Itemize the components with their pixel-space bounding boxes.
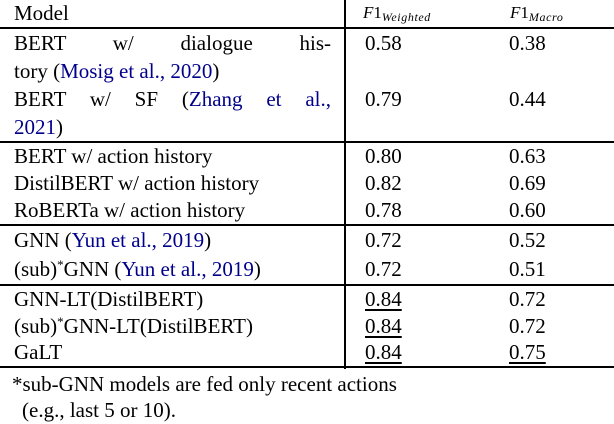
model-cell: BERT w/ action history	[14, 143, 331, 170]
f1-weighted-subscript: Weighted	[381, 10, 431, 24]
table-group-2: BERT w/ action history 0.80 0.63 DistilBERT…	[0, 141, 614, 224]
f1-weighted-column-header: F1Weighted	[363, 3, 431, 23]
f1-macro-value: 0.72	[509, 313, 546, 338]
model-cell: RoBERTa w/ action history	[14, 197, 331, 224]
f1-macro-value: 0.72	[509, 287, 546, 311]
f1-macro-value: 0.63	[509, 144, 546, 168]
model-cell: BERT w/ dialogue his-tory (Mosig et al.,…	[14, 29, 331, 85]
f1-weighted-value: 0.79	[365, 87, 402, 111]
f1-macro-column-header: F1Macro	[510, 3, 563, 23]
f1-macro-value: 0.52	[509, 228, 546, 252]
superscript-asterisk: *	[57, 257, 64, 272]
f1-weighted-value: 0.80	[365, 144, 402, 168]
model-name-text: RoBERTa w/ action history	[14, 198, 246, 222]
model-cell-line: BERT w/ action history	[14, 143, 331, 170]
f1-macro-value: 0.69	[509, 171, 546, 195]
model-name-text: )	[212, 59, 220, 83]
table-header-row: Model F1Weighted F1Macro	[0, 0, 614, 29]
f1-weighted-value: 0.84	[365, 340, 402, 365]
model-name-text: (sub)	[14, 313, 58, 338]
model-cell-line: GNN (Yun et al., 2019)	[14, 226, 331, 255]
model-cell: GaLT	[14, 339, 331, 366]
model-cell: GNN (Yun et al., 2019)	[14, 226, 331, 255]
table-row: (sub)*GNN-LT(DistilBERT) 0.84 0.72	[0, 313, 614, 340]
model-name-text: GNN (	[14, 228, 72, 252]
table-row: BERT w/ SF (Zhang et al., 2021) 0.79 0.44	[0, 85, 614, 141]
table-body: BERT w/ dialogue his-tory (Mosig et al.,…	[0, 29, 614, 368]
table-row: BERT w/ dialogue his-tory (Mosig et al.,…	[0, 29, 614, 85]
model-cell-line: (sub)*GNN-LT(DistilBERT)	[14, 313, 331, 340]
model-cell: (sub)*GNN-LT(DistilBERT)	[14, 313, 331, 340]
superscript-asterisk: *	[57, 313, 64, 329]
model-cell: GNN-LT(DistilBERT)	[14, 286, 331, 313]
model-name-text: (sub)	[14, 257, 58, 281]
model-cell: (sub)*GNN (Yun et al., 2019)	[14, 255, 331, 284]
f1-macro-value: 0.44	[509, 87, 546, 111]
citation-link[interactable]: 2021	[14, 115, 56, 139]
table-group-1: BERT w/ dialogue his-tory (Mosig et al.,…	[0, 29, 614, 141]
table-footnote: *sub-GNN models are fed only recent acti…	[0, 372, 614, 423]
f1-symbol: F	[363, 3, 374, 22]
table-row: BERT w/ action history 0.80 0.63	[0, 143, 614, 170]
model-name-text: GNN-LT(DistilBERT)	[14, 287, 204, 311]
table-row: (sub)*GNN (Yun et al., 2019) 0.72 0.51	[0, 255, 614, 284]
model-cell-line: (sub)*GNN (Yun et al., 2019)	[14, 255, 331, 284]
model-name-text: GNN (	[63, 257, 122, 281]
f1-macro-value: 0.75	[509, 340, 546, 365]
model-name-text: )	[204, 228, 212, 252]
table-row: RoBERTa w/ action history 0.78 0.60	[0, 197, 614, 224]
model-column-header: Model	[14, 1, 69, 25]
model-cell-line: tory (Mosig et al., 2020)	[14, 57, 331, 85]
model-name-text: GNN-LT(DistilBERT)	[63, 313, 253, 338]
model-cell-line: BERT w/ SF (Zhang et al.,	[14, 85, 331, 113]
model-cell-line: DistilBERT w/ action history	[14, 170, 331, 197]
citation-link[interactable]: Zhang et al.,	[188, 87, 331, 111]
f1-weighted-value: 0.72	[365, 228, 402, 252]
model-name-text: GaLT	[14, 340, 63, 365]
f1-weighted-value: 0.58	[365, 31, 402, 55]
f1-weighted-value: 0.84	[365, 287, 402, 311]
table-row: GaLT 0.84 0.75	[0, 339, 614, 366]
model-cell-line: BERT w/ dialogue his-	[14, 29, 331, 57]
model-name-text: )	[56, 115, 63, 139]
footnote-line-2: (e.g., last 5 or 10).	[22, 397, 176, 422]
model-name-text: )	[253, 257, 261, 281]
table-row: DistilBERT w/ action history 0.82 0.69	[0, 170, 614, 197]
f1-macro-value: 0.51	[509, 257, 546, 281]
table-row: GNN-LT(DistilBERT) 0.84 0.72	[0, 286, 614, 313]
f1-weighted-value: 0.78	[365, 198, 402, 222]
model-name-text: DistilBERT w/ action history	[14, 171, 260, 195]
f1-macro-value: 0.38	[509, 31, 546, 55]
f1-weighted-value: 0.84	[365, 313, 402, 338]
f1-weighted-value: 0.72	[365, 257, 402, 281]
model-cell-line: GNN-LT(DistilBERT)	[14, 286, 331, 313]
column-divider-rule	[344, 0, 346, 369]
model-cell: DistilBERT w/ action history	[14, 170, 331, 197]
f1-number: 1	[373, 3, 382, 22]
table-group-3: GNN (Yun et al., 2019) 0.72 0.52 (sub)*GNN …	[0, 224, 614, 284]
model-name-text: BERT w/ dialogue his-	[14, 31, 331, 55]
citation-link[interactable]: Mosig et al., 2020	[60, 59, 213, 83]
model-cell: BERT w/ SF (Zhang et al., 2021)	[14, 85, 331, 141]
model-name-text: BERT w/ action history	[14, 144, 213, 168]
table-group-4: GNN-LT(DistilBERT) 0.84 0.72 (sub)*GNN-LT(D…	[0, 284, 614, 368]
citation-link[interactable]: Yun et al., 2019	[71, 228, 205, 252]
citation-link[interactable]: Yun et al., 2019	[121, 257, 254, 281]
model-name-text: BERT w/ SF (	[14, 87, 189, 111]
model-cell-line: RoBERTa w/ action history	[14, 197, 331, 224]
f1-number: 1	[520, 3, 529, 22]
model-name-text: tory (	[14, 59, 61, 83]
table-row: GNN (Yun et al., 2019) 0.72 0.52	[0, 226, 614, 255]
f1-macro-subscript: Macro	[528, 10, 564, 24]
f1-macro-value: 0.60	[509, 198, 546, 222]
model-cell-line: GaLT	[14, 339, 331, 366]
f1-weighted-value: 0.82	[365, 171, 402, 195]
footnote-line-1: *sub-GNN models are fed only recent acti…	[12, 372, 397, 396]
model-cell-line: 2021)	[14, 113, 331, 141]
f1-symbol: F	[510, 3, 521, 22]
